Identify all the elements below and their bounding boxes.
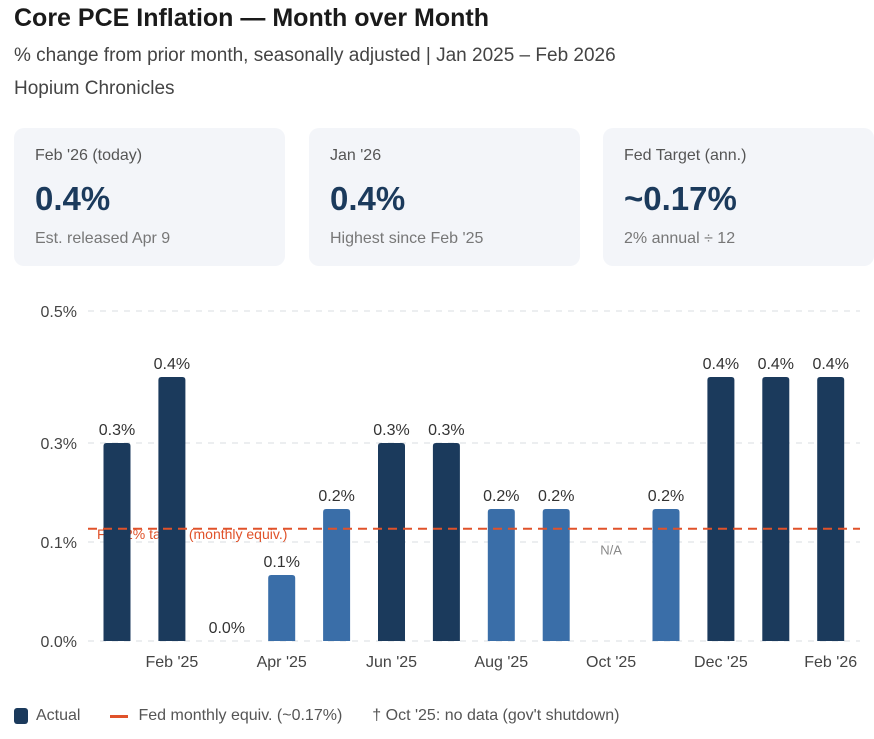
value-label: 0.2% xyxy=(648,488,684,505)
source-label: Hopium Chronicles xyxy=(14,78,175,99)
bar xyxy=(542,509,570,641)
value-label: 0.4% xyxy=(703,356,739,373)
card-value: 0.4% xyxy=(35,180,111,217)
bar xyxy=(323,509,351,641)
y-tick-label: 0.0% xyxy=(41,634,77,651)
card-note: Highest since Feb '25 xyxy=(330,230,484,247)
card-label: Feb '26 (today) xyxy=(35,147,143,164)
x-tick-label: Dec '25 xyxy=(694,654,748,671)
card-note: Est. released Apr 9 xyxy=(35,230,171,247)
stat-card-jan26: Jan '26 0.4% Highest since Feb '25 xyxy=(309,128,580,266)
stat-card-feb26: Feb '26 (today) 0.4% Est. released Apr 9 xyxy=(14,128,285,266)
x-tick-label: Aug '25 xyxy=(474,654,528,671)
bar xyxy=(103,443,131,641)
bar xyxy=(432,443,460,641)
value-label: 0.4% xyxy=(154,356,190,373)
value-label: 0.0% xyxy=(209,620,245,637)
legend-fed: Fed monthly equiv. (~0.17%) xyxy=(138,707,343,724)
page-subtitle: % change from prior month, seasonally ad… xyxy=(14,45,616,66)
bar xyxy=(652,509,680,641)
value-label: 0.4% xyxy=(758,356,794,373)
bar xyxy=(817,377,845,641)
page-title: Core PCE Inflation — Month over Month xyxy=(14,4,489,32)
x-tick-label: Apr '25 xyxy=(257,654,307,671)
bar xyxy=(268,575,296,641)
x-tick-label: Jun '25 xyxy=(366,654,417,671)
value-label: 0.3% xyxy=(373,422,409,439)
x-tick-label: Feb '26 xyxy=(804,654,857,671)
bar xyxy=(158,377,186,641)
bar-chart: 0.0%0.1%0.3%0.5%Fed 2% target (monthly e… xyxy=(41,304,860,671)
value-label: 0.4% xyxy=(812,356,848,373)
card-label: Jan '26 xyxy=(330,147,382,164)
x-tick-label: Oct '25 xyxy=(586,654,636,671)
legend-fed-line xyxy=(110,714,129,718)
bar xyxy=(378,443,405,641)
value-label: 0.1% xyxy=(263,554,299,571)
value-label: 0.2% xyxy=(318,488,354,505)
card-value: 0.4% xyxy=(330,180,406,217)
bar xyxy=(487,509,515,641)
y-tick-label: 0.3% xyxy=(41,436,77,453)
legend-note: † Oct '25: no data (gov't shutdown) xyxy=(372,707,620,724)
card-value: ~0.17% xyxy=(624,180,737,217)
bar xyxy=(707,377,735,641)
value-label: 0.3% xyxy=(99,422,135,439)
legend: Actual Fed monthly equiv. (~0.17%) † Oct… xyxy=(14,707,619,725)
x-tick-label: Feb '25 xyxy=(145,654,198,671)
value-label: 0.2% xyxy=(538,488,574,505)
legend-actual-swatch xyxy=(14,708,28,724)
value-label: N/A xyxy=(600,543,622,558)
legend-actual: Actual xyxy=(36,707,81,724)
card-note: 2% annual ÷ 12 xyxy=(624,230,736,247)
bar xyxy=(762,377,790,641)
stat-card-fed-target: Fed Target (ann.) ~0.17% 2% annual ÷ 12 xyxy=(603,128,874,266)
value-label: 0.3% xyxy=(428,422,464,439)
y-tick-label: 0.5% xyxy=(41,304,77,321)
value-label: 0.2% xyxy=(483,488,519,505)
y-tick-label: 0.1% xyxy=(41,535,77,552)
card-label: Fed Target (ann.) xyxy=(624,147,747,164)
